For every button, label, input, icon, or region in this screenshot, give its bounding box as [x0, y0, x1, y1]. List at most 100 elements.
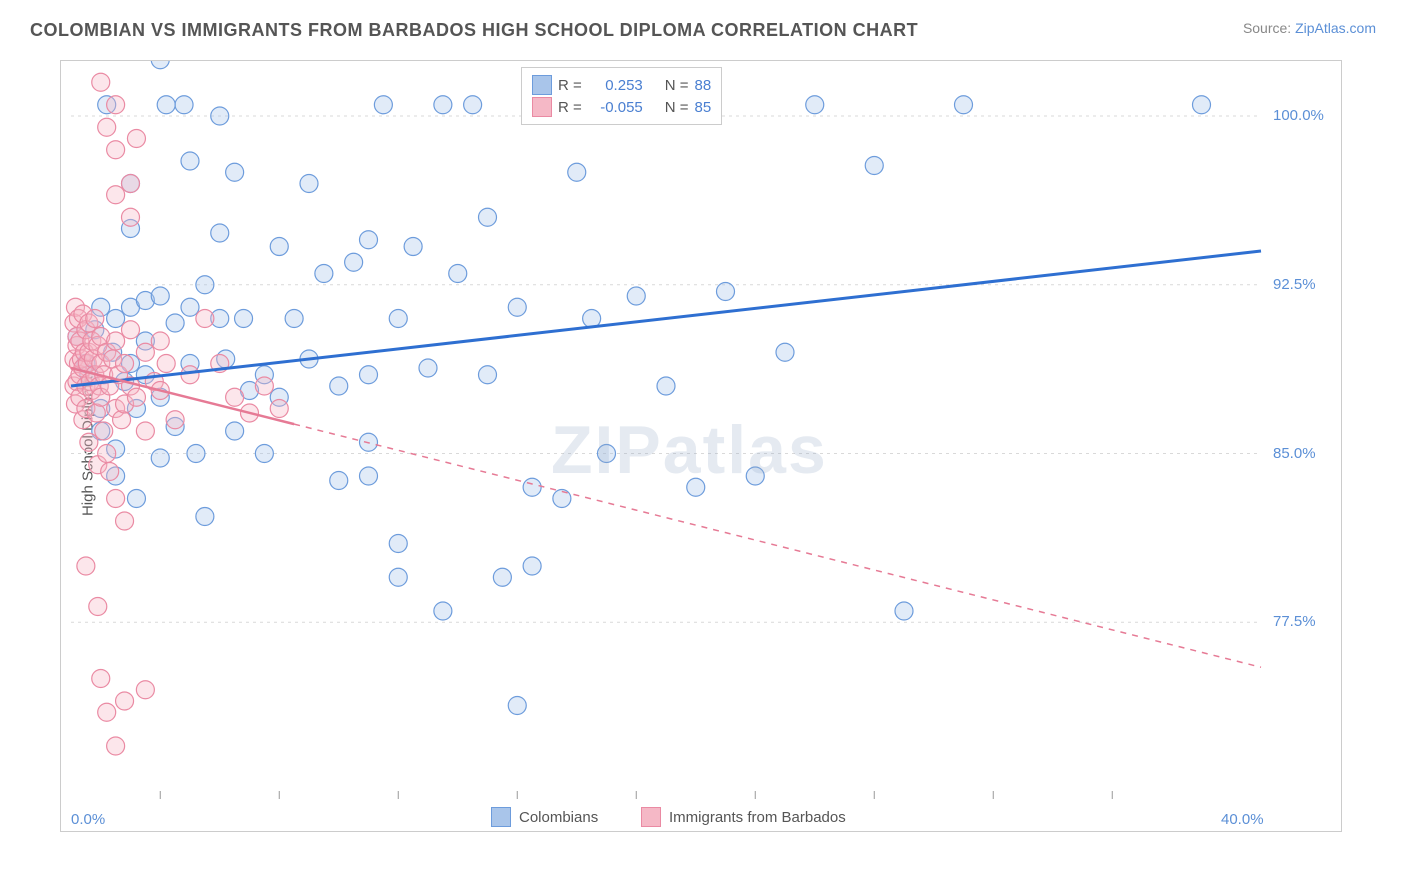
data-point-barbados: [89, 598, 107, 616]
legend-swatch: [532, 75, 552, 95]
data-point-barbados: [136, 422, 154, 440]
data-point-colombians: [627, 287, 645, 305]
data-point-barbados: [86, 310, 104, 328]
data-point-barbados: [98, 118, 116, 136]
r-label: R =: [558, 77, 582, 94]
data-point-barbados: [98, 703, 116, 721]
data-point-colombians: [508, 697, 526, 715]
data-point-barbados: [136, 681, 154, 699]
data-point-colombians: [717, 283, 735, 301]
data-point-colombians: [330, 472, 348, 490]
data-point-colombians: [568, 163, 586, 181]
data-point-barbados: [98, 445, 116, 463]
data-point-colombians: [211, 224, 229, 242]
data-point-colombians: [360, 467, 378, 485]
data-point-barbados: [136, 343, 154, 361]
data-point-colombians: [419, 359, 437, 377]
data-point-colombians: [285, 310, 303, 328]
data-point-barbados: [196, 310, 214, 328]
r-value: -0.055: [588, 99, 643, 116]
data-point-colombians: [151, 61, 169, 69]
data-point-colombians: [345, 253, 363, 271]
data-point-barbados: [226, 388, 244, 406]
data-point-barbados: [116, 692, 134, 710]
data-point-barbados: [87, 404, 105, 422]
data-point-colombians: [300, 175, 318, 193]
series-name: Immigrants from Barbados: [669, 809, 846, 826]
data-point-barbados: [122, 208, 140, 226]
data-point-colombians: [776, 343, 794, 361]
data-point-barbados: [77, 557, 95, 575]
series-name: Colombians: [519, 809, 598, 826]
data-point-colombians: [181, 152, 199, 170]
data-point-barbados: [107, 490, 125, 508]
data-point-colombians: [360, 366, 378, 384]
correlation-legend: R =0.253N =88R =-0.055N =85: [521, 67, 722, 125]
data-point-colombians: [746, 467, 764, 485]
data-point-colombians: [211, 107, 229, 125]
r-value: 0.253: [588, 77, 643, 94]
data-point-colombians: [493, 568, 511, 586]
y-tick-label: 85.0%: [1273, 445, 1316, 462]
data-point-colombians: [479, 208, 497, 226]
data-point-colombians: [360, 231, 378, 249]
data-point-colombians: [151, 287, 169, 305]
data-point-colombians: [464, 96, 482, 114]
data-point-colombians: [107, 310, 125, 328]
data-point-colombians: [806, 96, 824, 114]
data-point-barbados: [181, 366, 199, 384]
data-point-colombians: [374, 96, 392, 114]
data-point-barbados: [166, 411, 184, 429]
data-point-colombians: [389, 568, 407, 586]
data-point-barbados: [270, 400, 288, 418]
data-point-colombians: [175, 96, 193, 114]
data-point-barbados: [127, 130, 145, 148]
data-point-barbados: [116, 355, 134, 373]
n-value: 88: [695, 77, 712, 94]
data-point-barbados: [107, 96, 125, 114]
data-point-colombians: [404, 238, 422, 256]
data-point-barbados: [255, 377, 273, 395]
y-tick-label: 77.5%: [1273, 613, 1316, 630]
n-label: N =: [665, 99, 689, 116]
data-point-colombians: [166, 314, 184, 332]
data-point-barbados: [80, 433, 98, 451]
legend-swatch: [491, 807, 511, 827]
data-point-colombians: [389, 535, 407, 553]
source-label: Source:: [1243, 20, 1295, 36]
x-tick-label: 0.0%: [71, 811, 105, 828]
data-point-barbados: [122, 321, 140, 339]
data-point-barbados: [122, 175, 140, 193]
source-attribution: Source: ZipAtlas.com: [1243, 20, 1376, 36]
data-point-barbados: [92, 73, 110, 91]
data-point-colombians: [235, 310, 253, 328]
legend-swatch: [532, 97, 552, 117]
data-point-barbados: [107, 332, 125, 350]
data-point-colombians: [226, 422, 244, 440]
chart-title: COLOMBIAN VS IMMIGRANTS FROM BARBADOS HI…: [30, 20, 918, 41]
legend-row-colombians: R =0.253N =88: [532, 74, 711, 96]
legend-row-barbados: R =-0.055N =85: [532, 96, 711, 118]
data-point-colombians: [449, 265, 467, 283]
data-point-colombians: [196, 508, 214, 526]
source-link[interactable]: ZipAtlas.com: [1295, 20, 1376, 36]
data-point-colombians: [523, 557, 541, 575]
data-point-barbados: [107, 141, 125, 159]
y-tick-label: 92.5%: [1273, 276, 1316, 293]
data-point-colombians: [196, 276, 214, 294]
data-point-barbados: [107, 186, 125, 204]
data-point-colombians: [955, 96, 973, 114]
data-point-colombians: [181, 298, 199, 316]
data-point-colombians: [479, 366, 497, 384]
data-point-colombians: [157, 96, 175, 114]
data-point-colombians: [434, 602, 452, 620]
data-point-colombians: [598, 445, 616, 463]
data-point-colombians: [1193, 96, 1211, 114]
data-point-colombians: [127, 490, 145, 508]
data-point-colombians: [657, 377, 675, 395]
data-point-barbados: [107, 737, 125, 755]
data-point-barbados: [157, 355, 175, 373]
data-point-colombians: [226, 163, 244, 181]
legend-swatch: [641, 807, 661, 827]
data-point-colombians: [434, 96, 452, 114]
